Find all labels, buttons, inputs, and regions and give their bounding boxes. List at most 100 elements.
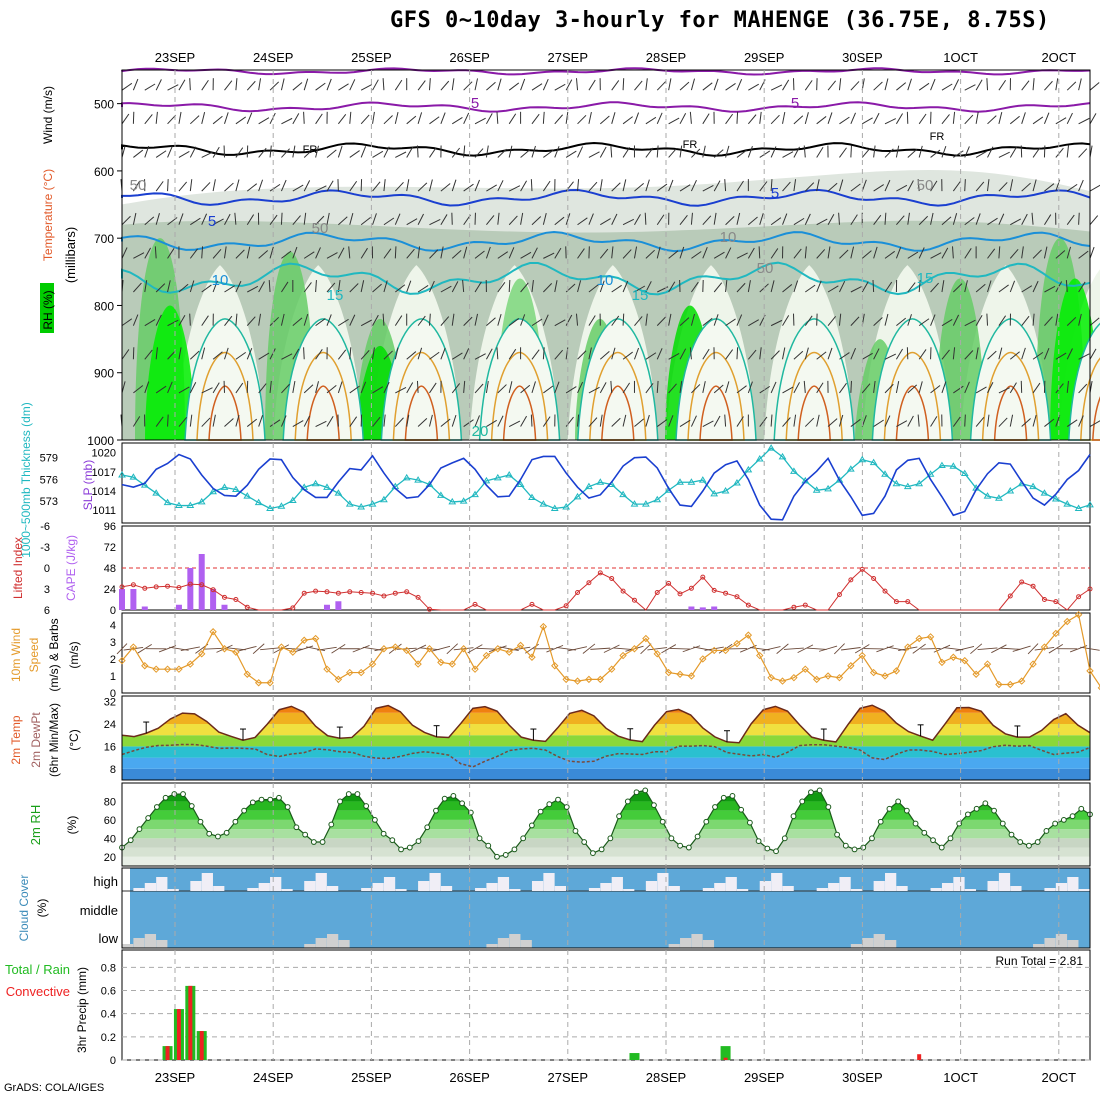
wind-barb [201, 151, 213, 158]
wind-barb [121, 215, 131, 226]
wind-barb [554, 319, 566, 327]
wind-barb [269, 81, 280, 91]
wind-barb [383, 217, 395, 226]
wind-barb [1021, 246, 1024, 259]
rh-point [127, 837, 134, 844]
wind-barb [520, 314, 526, 326]
wind-barb [1044, 418, 1055, 427]
wind-barb [975, 417, 985, 427]
wind-barb [1009, 146, 1017, 158]
wind-barb-10m [704, 646, 724, 651]
wind-barb [827, 182, 838, 192]
wind-speed-point [699, 655, 707, 663]
wind-barb [1078, 148, 1088, 158]
wind-barb [451, 249, 462, 259]
wind-barb [987, 350, 997, 360]
wind-speed-point [505, 648, 513, 656]
wind-barb [930, 314, 936, 326]
rh-point [162, 794, 169, 801]
rh-point [171, 791, 178, 797]
thickness-point [619, 490, 627, 498]
wind-speed-point [232, 648, 240, 656]
wind-barb [417, 417, 428, 427]
wind-barb [725, 145, 730, 158]
wind-barb [690, 180, 697, 192]
wind-barb-10m [613, 647, 634, 651]
cloud-high-bar [987, 881, 999, 891]
wind-barb [372, 283, 382, 293]
wind-barb [611, 284, 622, 293]
wind-barb [326, 252, 338, 259]
wind-speed-point [243, 670, 251, 678]
wind-barb [804, 417, 815, 427]
wind-barb [451, 78, 455, 91]
rh-point [180, 791, 186, 797]
wind-barb [1066, 246, 1072, 259]
wind-barb [451, 281, 459, 293]
wind-barb [337, 114, 347, 125]
precip-total-bar [629, 1053, 640, 1060]
wind-barb-10m [970, 643, 983, 655]
wind-barb [964, 280, 968, 293]
wind-barb [315, 145, 319, 158]
pressure-tick: 1000 [87, 434, 114, 448]
thickness-point [881, 470, 889, 477]
cloud-high-bar [645, 881, 658, 891]
thickness-tick: 579 [40, 453, 58, 465]
wind-barb [417, 80, 426, 91]
wind-barb [303, 180, 311, 192]
thickness-point [402, 473, 411, 481]
wind-barb [565, 111, 569, 124]
wind-barb [292, 348, 300, 360]
li-tick: -3 [40, 542, 50, 554]
wind-barb [918, 82, 930, 91]
temp-contour-30 [699, 385, 733, 441]
wind-barb [975, 213, 981, 225]
cloud-low-bar [1055, 934, 1068, 948]
wind-barb [144, 216, 155, 226]
wind-speed-point [198, 650, 206, 658]
li-point [130, 582, 136, 588]
wind-barb [645, 78, 648, 91]
wind-barb [338, 83, 349, 91]
wind-barb [167, 350, 177, 360]
wind-barb [679, 246, 685, 259]
contour-label: 5 [771, 185, 779, 202]
wind-barb [508, 247, 515, 259]
wind-barb [531, 113, 540, 125]
li-point [802, 602, 808, 608]
cloud-high-bar [486, 883, 498, 891]
wind-barb [394, 79, 403, 91]
wind-barb [793, 179, 797, 192]
wind-barb [884, 313, 889, 326]
wind-barb [337, 381, 343, 394]
wind-barb [428, 414, 433, 427]
rh-point [537, 808, 544, 815]
wind-barb [748, 216, 758, 226]
wind-barb [303, 282, 312, 293]
thickness-point [585, 482, 593, 490]
thickness-point [459, 497, 468, 504]
wind-barb [178, 111, 182, 124]
wind-barb [998, 79, 1007, 91]
wind-barb [941, 381, 947, 394]
wind-barb [884, 415, 891, 427]
rh-point [712, 804, 718, 810]
date-label-bottom: 30SEP [842, 1070, 882, 1085]
wind-barb [508, 215, 518, 226]
wind-barb [372, 111, 375, 124]
wind-barb [816, 116, 827, 125]
wind-barb [463, 246, 468, 259]
li-point [848, 577, 854, 583]
wind-barb [224, 213, 231, 225]
wind-barb [577, 350, 587, 360]
wind-barb [896, 215, 905, 226]
precip-axis-label: 3hr Precip (mm) [75, 967, 89, 1053]
wind-barb [782, 181, 791, 192]
wind-barb [201, 347, 206, 360]
wind-barb-10m [876, 645, 894, 653]
wind-barb [987, 381, 994, 394]
wind-barb [189, 414, 193, 427]
rh-point [241, 807, 247, 814]
cape-tick: 96 [104, 521, 116, 533]
